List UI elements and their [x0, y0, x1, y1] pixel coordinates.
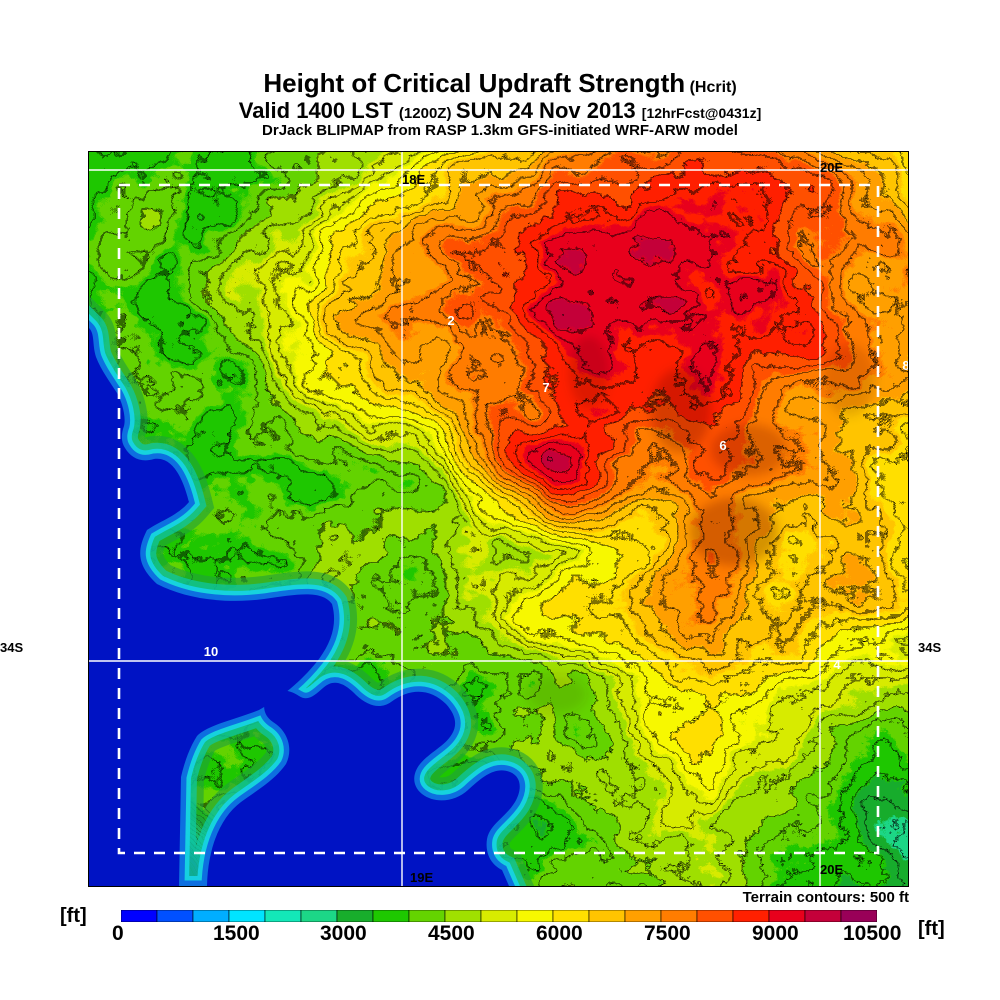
svg-text:19E: 19E [410, 870, 433, 885]
svg-text:8: 8 [902, 358, 908, 373]
svg-text:20E: 20E [820, 862, 843, 877]
svg-text:2: 2 [447, 313, 454, 328]
svg-text:20E: 20E [820, 160, 843, 175]
svg-text:7: 7 [542, 380, 549, 395]
svg-text:18E: 18E [402, 172, 425, 187]
svg-text:6: 6 [719, 438, 726, 453]
